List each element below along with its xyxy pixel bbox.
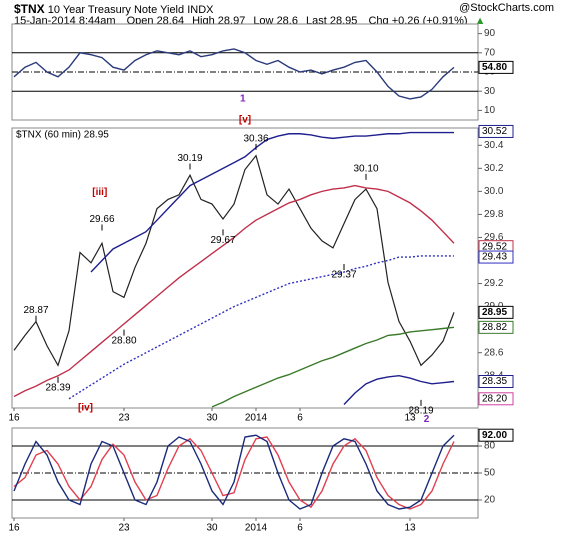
- y-tick-label: 28.6: [484, 347, 504, 358]
- x-tick-label: 16: [8, 523, 20, 534]
- pivot-label: 28.39: [45, 383, 70, 394]
- wave-label: 1: [240, 94, 246, 105]
- x-tick-label: 13: [404, 413, 416, 424]
- y-tick-label: 10: [484, 105, 496, 116]
- value-tag: [478, 124, 514, 138]
- wave-label: [v]: [239, 115, 251, 126]
- pivot-label: 29.67: [210, 235, 235, 246]
- x-tick-label: 30: [206, 523, 218, 534]
- x-tick-label: 23: [118, 413, 130, 424]
- value-tag-label: 28.82: [482, 322, 507, 333]
- value-tag: [478, 60, 514, 74]
- pivot-label: 28.80: [111, 335, 136, 346]
- panel-frame: [11, 127, 479, 409]
- series-line: [13, 184, 455, 398]
- header-line: $TNX 10 Year Treasury Note Yield INDX @S…: [14, 2, 554, 16]
- value-tag: [478, 250, 514, 264]
- value-tag-label: 92.00: [482, 430, 507, 441]
- series-line: [13, 48, 455, 100]
- y-tick-label: 29.2: [484, 278, 504, 289]
- y-tick-label: 90: [484, 28, 496, 39]
- y-tick-label: 30.2: [484, 163, 504, 174]
- pivot-label: 30.36: [243, 134, 268, 145]
- value-tag: [478, 320, 514, 334]
- wave-label: [iv]: [78, 403, 93, 414]
- y-tick-label: 20: [484, 495, 496, 506]
- x-tick-label: 6: [297, 413, 303, 424]
- series-line: [90, 131, 454, 273]
- x-tick-label: 23: [118, 523, 130, 534]
- y-tick-label: 80: [484, 441, 496, 452]
- up-arrow: ▲: [474, 15, 486, 27]
- value-tag-label: 54.80: [482, 62, 507, 73]
- value-tag-label: 29.43: [482, 252, 507, 263]
- pivot-label: 28.87: [23, 305, 48, 316]
- value-tag: [478, 428, 514, 442]
- wave-label: 2: [424, 414, 430, 425]
- series-line: [13, 434, 455, 510]
- credit: @StockCharts.com: [459, 2, 554, 14]
- pivot-label: 30.19: [177, 153, 202, 164]
- pivot-label: 28.19: [408, 406, 433, 417]
- y-tick-label: 29.6: [484, 232, 504, 243]
- series-line: [13, 436, 455, 510]
- series-line: [211, 326, 455, 408]
- x-tick-label: 13: [404, 523, 416, 534]
- exchange: INDX: [187, 4, 214, 16]
- value-tag-label: 30.52: [482, 126, 507, 137]
- value-tag: [478, 374, 514, 388]
- x-tick-label: 16: [8, 413, 20, 424]
- y-tick-label: 50: [484, 468, 496, 479]
- value-tag-label: 29.52: [482, 241, 507, 252]
- pivot-label: 29.37: [331, 270, 356, 281]
- symbol: $TNX: [14, 2, 45, 16]
- x-tick-label: 2014: [245, 413, 268, 424]
- value-tag: [478, 392, 514, 406]
- y-tick-label: 30.4: [484, 140, 504, 151]
- value-tag-label: 28.20: [482, 393, 507, 404]
- series-line: [13, 154, 455, 367]
- series-line: [68, 255, 454, 400]
- panel-title: $TNX (60 min) 28.95: [16, 130, 109, 141]
- security-name: 10 Year Treasury Note Yield: [47, 4, 185, 16]
- x-tick-label: 30: [206, 413, 218, 424]
- y-tick-label: 30: [484, 86, 496, 97]
- y-tick-label: 70: [484, 47, 496, 58]
- value-tag-label: 28.35: [482, 376, 507, 387]
- series-line: [343, 375, 455, 406]
- pivot-label: 29.66: [89, 214, 114, 225]
- y-tick-label: 30.0: [484, 186, 504, 197]
- value-tag: [478, 305, 514, 319]
- value-tag-label: 28.95: [482, 307, 507, 318]
- wave-label: [iii]: [92, 187, 107, 198]
- y-tick-label: 29.8: [484, 209, 504, 220]
- x-tick-label: 2014: [245, 523, 268, 534]
- pivot-label: 30.10: [353, 163, 378, 174]
- x-tick-label: 6: [297, 523, 303, 534]
